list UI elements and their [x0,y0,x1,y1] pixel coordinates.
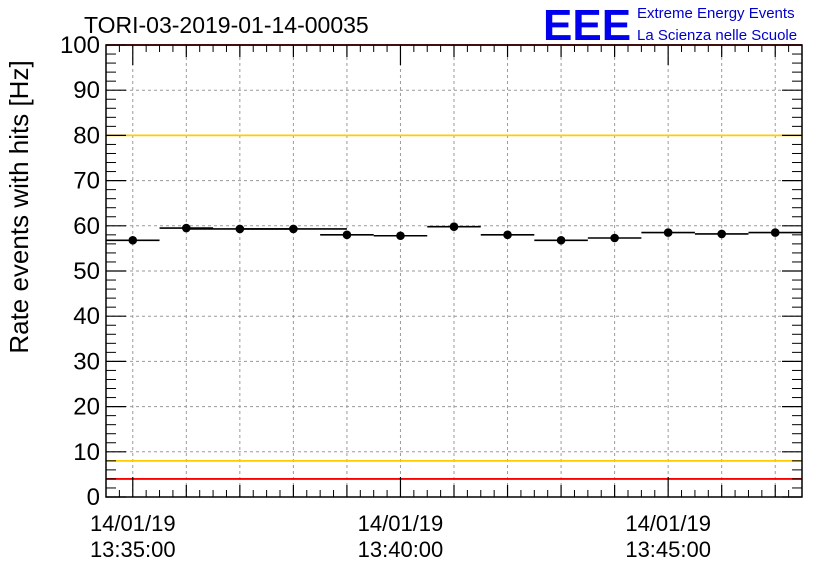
logo-line-1: Extreme Energy Events [637,5,795,22]
data-point [182,223,191,233]
y-axis-label: Rate events with hits [Hz] [4,60,34,353]
y-tick-label: 70 [73,168,100,195]
data-point [770,228,780,237]
y-tick-label: 100 [60,32,100,59]
eee-logo: EEE Extreme Energy Events La Scienza nel… [543,1,797,50]
data-point [663,228,673,237]
data-point [717,229,726,239]
data-point [449,222,459,232]
data-point [396,231,405,241]
y-tick-label: 0 [87,484,100,511]
x-axis: 14/01/1913:35:0014/01/1913:40:0014/01/19… [90,45,803,562]
y-axis: 0 10 20 30 40 50 60 70 80 90 100 [60,32,802,511]
data-point [342,230,352,240]
y-tick-label: 10 [73,439,100,466]
x-tick-time: 13:45:00 [625,537,711,562]
x-tick-time: 13:40:00 [358,537,444,562]
logo-line-2: La Scienza nelle Scuole [637,27,797,44]
chart-title: TORI-03-2019-01-14-00035 [84,12,369,38]
y-tick-label: 20 [73,394,100,421]
data-point [128,235,138,245]
x-tick-time: 13:35:00 [90,537,176,562]
y-tick-label: 90 [73,77,100,104]
y-tick-label: 50 [73,258,100,285]
data-point [289,224,298,234]
data-point [610,233,619,243]
x-tick-date: 14/01/19 [625,511,711,536]
y-tick-label: 60 [73,213,100,240]
grid-lines [106,45,802,497]
y-tick-label: 30 [73,348,100,375]
data-series [106,222,802,245]
data-point [556,235,566,245]
data-point [503,230,512,240]
y-tick-label: 80 [73,122,100,149]
y-tick-label: 40 [73,303,100,330]
x-tick-date: 14/01/19 [358,511,444,536]
logo-mark: EEE [543,1,631,50]
x-tick-date: 14/01/19 [90,511,176,536]
